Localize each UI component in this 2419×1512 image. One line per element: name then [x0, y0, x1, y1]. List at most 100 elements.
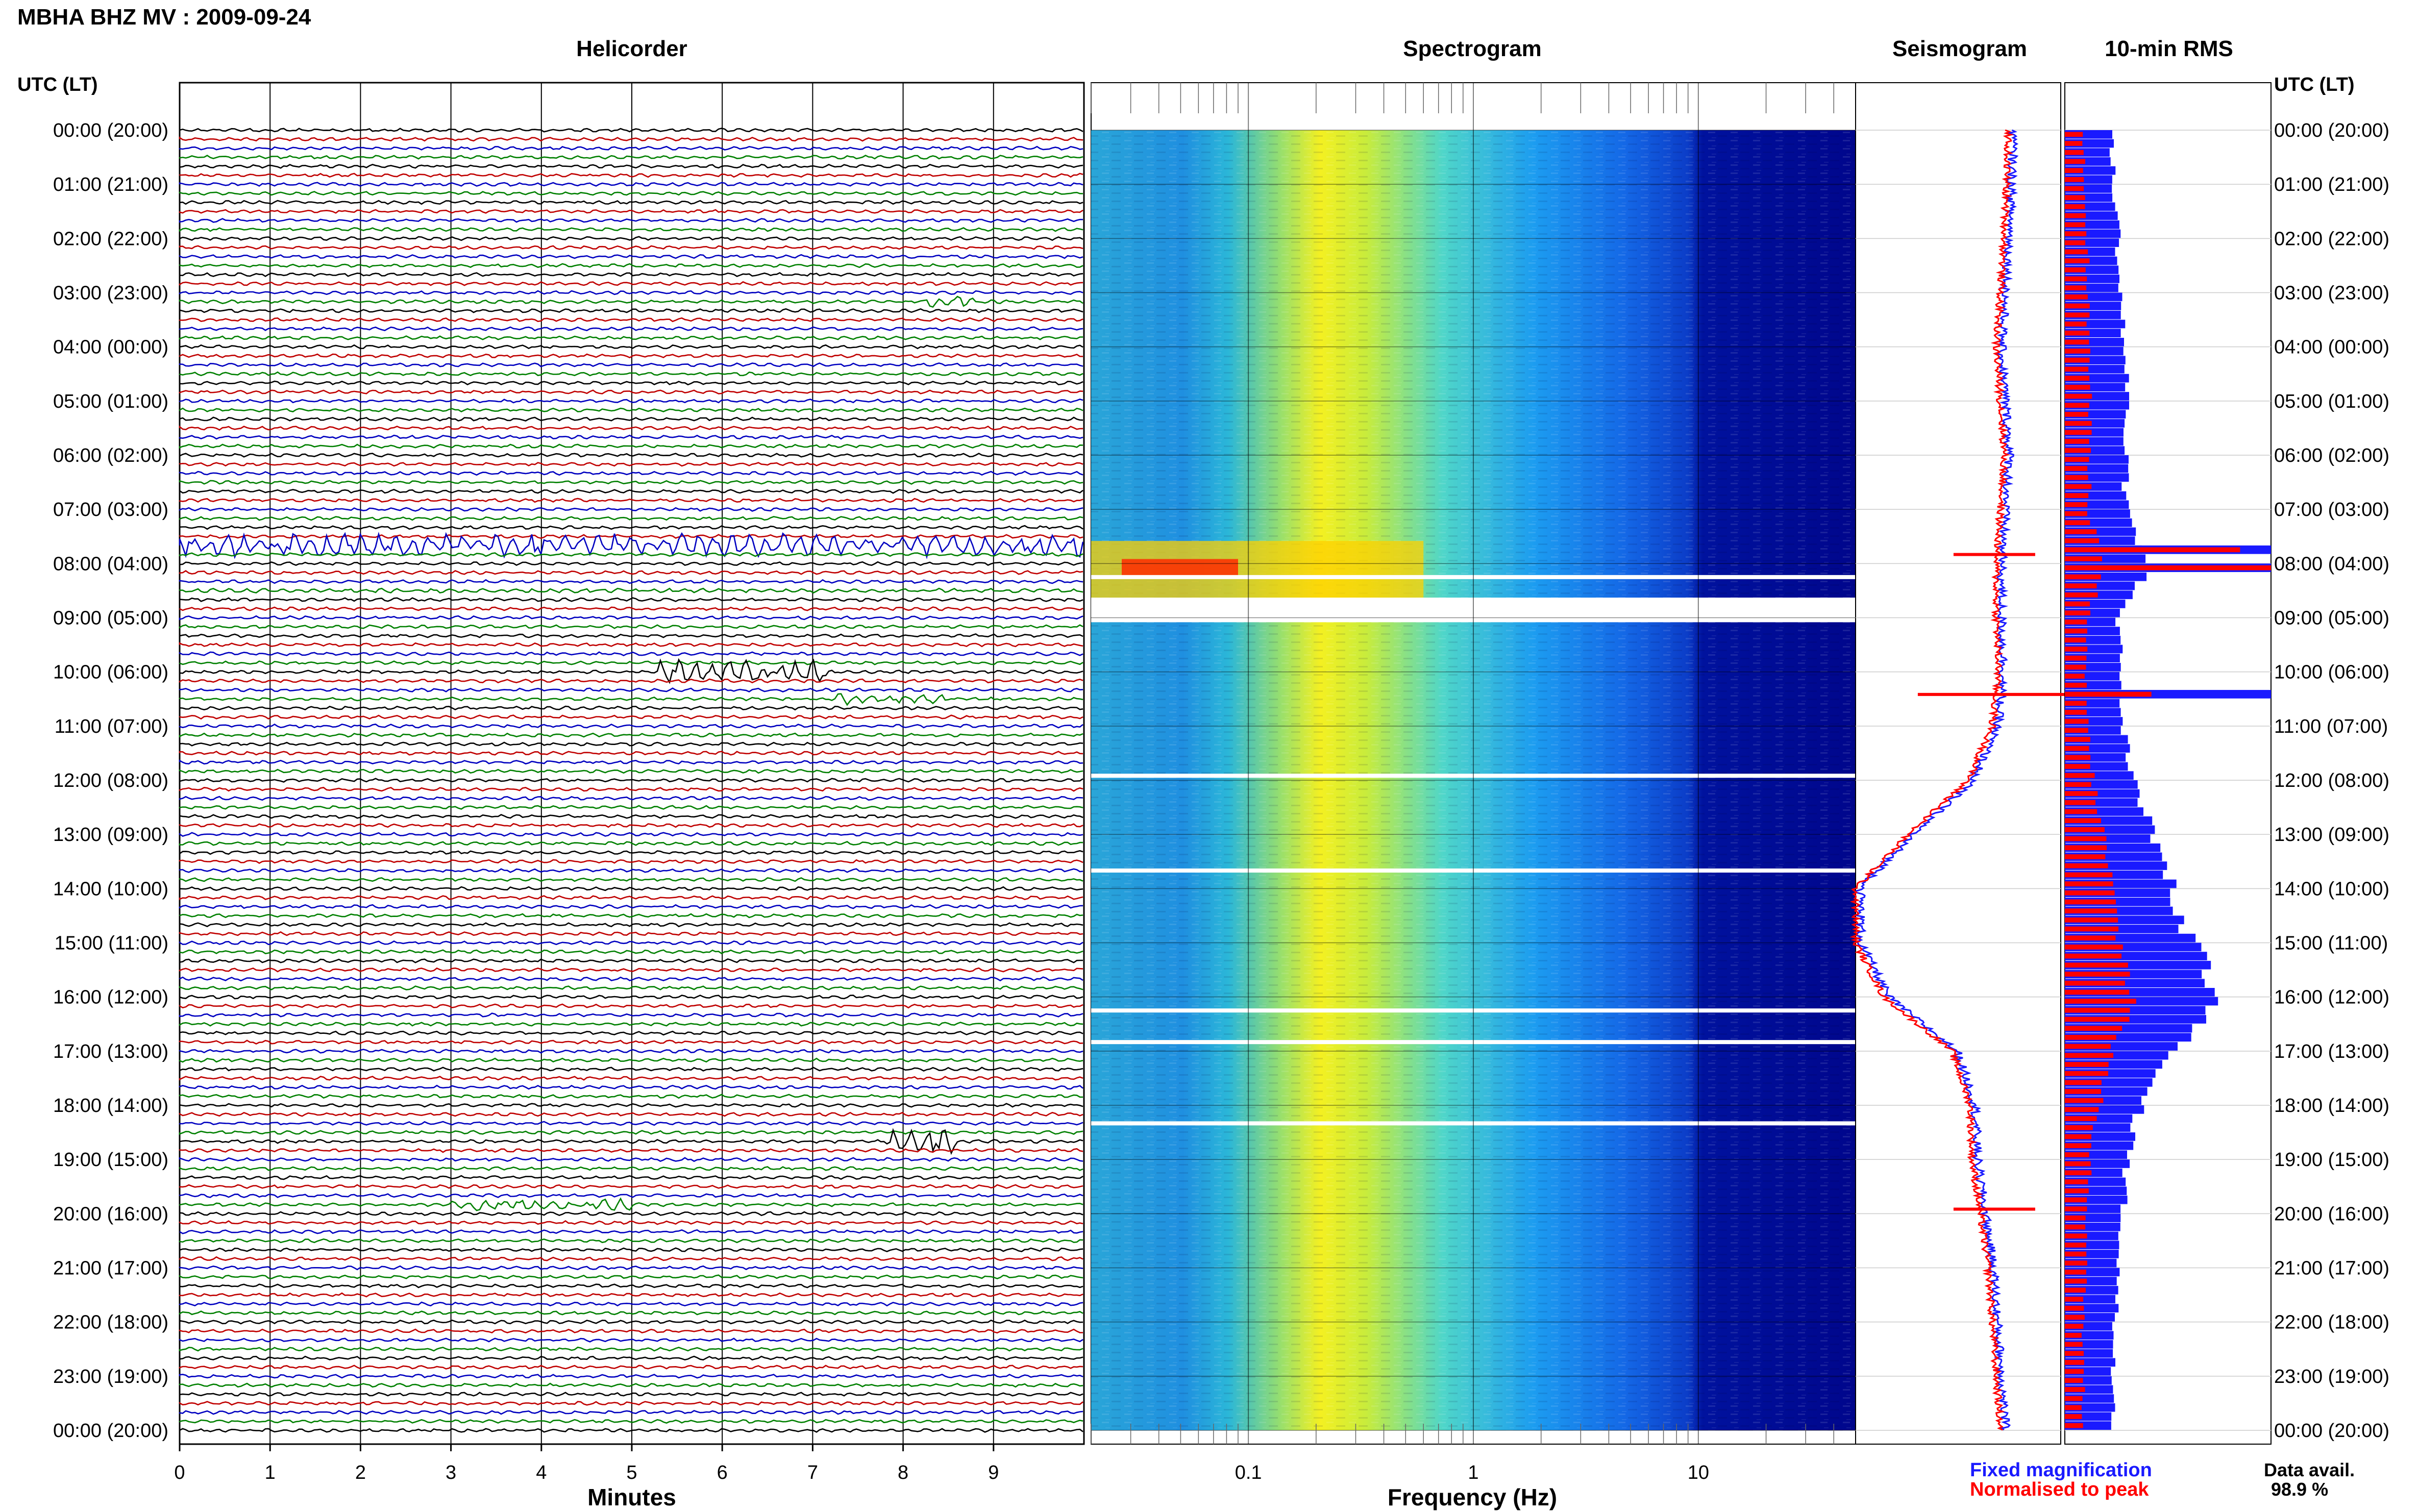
helicorder-trace [179, 958, 1083, 963]
helicorder-trace [179, 1084, 1083, 1090]
time-label-right: 09:00 (05:00) [2274, 608, 2389, 629]
time-label-right: 06:00 (02:00) [2274, 445, 2389, 466]
rms-bar-normalised [2065, 908, 2117, 913]
rms-bar-normalised [2065, 1251, 2087, 1257]
rms-bar-normalised [2065, 1044, 2111, 1049]
rms-bar-normalised [2065, 1017, 2130, 1022]
rms-bar-normalised [2065, 619, 2087, 625]
rms-bar-normalised [2065, 475, 2088, 480]
time-label-left: 18:00 (14:00) [53, 1095, 168, 1117]
helicorder-trace [179, 1128, 1083, 1155]
rms-bar-normalised [2065, 899, 2116, 905]
helicorder-trace [179, 290, 1083, 295]
helicorder-trace [179, 326, 1083, 332]
helicorder-trace [179, 163, 1083, 169]
helicorder-trace [179, 949, 1083, 955]
time-label-right: 07:00 (03:00) [2274, 499, 2389, 520]
rms-bar-normalised [2065, 393, 2092, 399]
helicorder-trace [179, 840, 1083, 846]
rms-bar-normalised [2065, 1260, 2087, 1266]
helicorder-trace [179, 813, 1083, 819]
rms-bar-normalised [2065, 1387, 2085, 1392]
helicorder-trace [179, 1392, 1083, 1397]
helicorder-trace [179, 128, 1083, 133]
rms-bar-normalised [2065, 538, 2100, 543]
helicorder-trace [179, 389, 1083, 394]
helicorder-trace [179, 1184, 1083, 1189]
helicorder-trace [179, 778, 1083, 783]
helicorder-trace [179, 1382, 1083, 1388]
helicorder-trace [179, 1428, 1083, 1433]
time-label-right: 23:00 (19:00) [2274, 1366, 2389, 1387]
rms-bar-normalised [2065, 1134, 2091, 1139]
rms-bar-normalised [2065, 529, 2097, 534]
rms-bar-normalised [2065, 556, 2102, 561]
rms-bar-normalised [2065, 1342, 2083, 1347]
rms-bar-normalised [2065, 610, 2090, 615]
helicorder-trace [179, 1229, 1083, 1234]
time-label-left: 21:00 (17:00) [53, 1258, 168, 1279]
helicorder-trace [179, 443, 1083, 449]
rms-bar-normalised [2065, 177, 2084, 182]
helicorder-trace [179, 904, 1083, 909]
helicorder-trace [179, 967, 1083, 973]
time-label-left: 12:00 (08:00) [53, 770, 168, 791]
rms-bar-normalised [2065, 1278, 2087, 1284]
time-label-right: 14:00 (10:00) [2274, 878, 2389, 900]
rms-bar-normalised [2065, 493, 2089, 498]
rms-bar-normalised [2065, 881, 2113, 886]
helicorder-trace [179, 786, 1083, 792]
helicorder-trace [179, 1238, 1083, 1244]
time-label-right: 11:00 (07:00) [2274, 716, 2388, 737]
rms-bar-normalised [2065, 150, 2084, 155]
rms-bar-normalised [2065, 1224, 2086, 1230]
rms-bar-normalised [2065, 845, 2107, 851]
helicorder-trace [179, 353, 1083, 359]
helicorder-trace [179, 209, 1083, 214]
rms-bar-normalised [2065, 1396, 2083, 1401]
seismogram-frame [1855, 82, 2061, 1445]
helicorder-trace [179, 254, 1083, 259]
spectrogram-tick-label: 1 [1468, 1462, 1478, 1483]
rms-bar-normalised [2065, 592, 2098, 598]
rms-bar-normalised [2065, 366, 2089, 372]
helicorder-trace [179, 769, 1083, 774]
helicorder-trace [179, 1409, 1083, 1415]
helicorder-tick-label: 6 [717, 1462, 728, 1483]
helicorder-trace [179, 1346, 1083, 1352]
rms-bar-normalised [2065, 718, 2089, 724]
helicorder-trace [179, 1148, 1083, 1153]
helicorder-trace [179, 308, 1083, 313]
helicorder-trace [179, 1193, 1083, 1198]
rms-bar-normalised [2065, 213, 2086, 218]
rms-bar-normalised [2065, 1360, 2084, 1365]
helicorder-trace [179, 516, 1083, 521]
rms-bar-normalised [2065, 285, 2087, 290]
helicorder-trace [179, 1310, 1083, 1316]
helicorder-trace [179, 1328, 1083, 1334]
helicorder-trace [179, 741, 1083, 747]
rms-bar-normalised [2065, 1161, 2091, 1167]
helicorder-trace [179, 561, 1083, 566]
helicorder-trace [179, 624, 1083, 629]
rms-bar-normalised [2065, 574, 2101, 580]
time-label-left: 17:00 (13:00) [53, 1041, 168, 1062]
helicorder-trace [179, 1012, 1083, 1018]
helicorder-trace [179, 759, 1083, 765]
rms-bar-normalised [2065, 1305, 2084, 1311]
helicorder-trace [179, 1401, 1083, 1406]
time-label-left: 11:00 (07:00) [55, 716, 168, 737]
time-label-left: 14:00 (10:00) [53, 878, 168, 900]
time-label-right: 21:00 (17:00) [2274, 1258, 2389, 1279]
helicorder-tick-label: 9 [988, 1462, 999, 1483]
time-label-left: 04:00 (00:00) [53, 337, 168, 358]
helicorder-trace [179, 1419, 1083, 1424]
rms-bar-normalised [2065, 159, 2085, 164]
utc-label-left: UTC (LT) [17, 74, 98, 95]
rms-bar-normalised [2065, 989, 2130, 995]
time-label-right: 15:00 (11:00) [2274, 933, 2388, 954]
rms-bar-normalised [2065, 755, 2091, 760]
spectrogram-tick-label: 10 [1688, 1462, 1709, 1483]
rms-bar-normalised [2065, 204, 2085, 209]
